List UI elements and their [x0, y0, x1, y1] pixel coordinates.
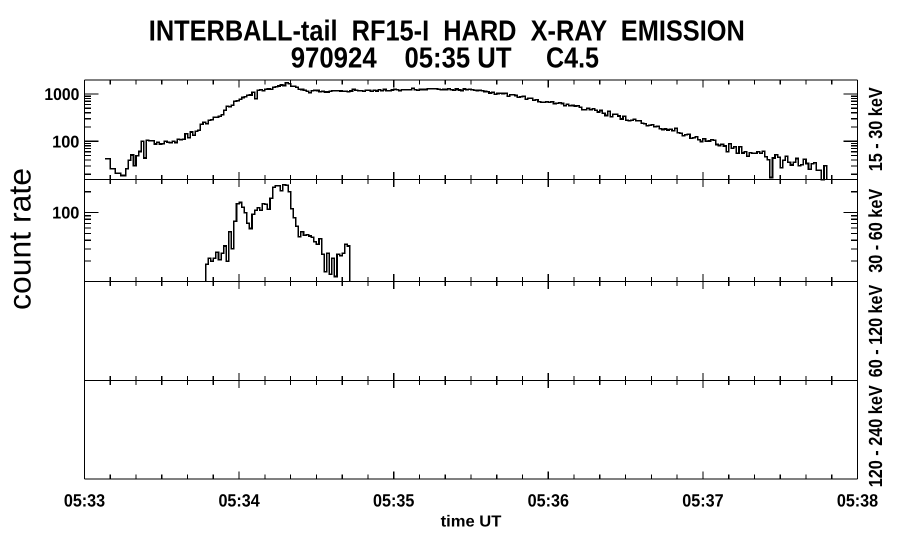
svg-text:60 - 120 keV: 60 - 120 keV: [866, 284, 887, 377]
svg-text:05:35 UT: 05:35 UT: [405, 43, 512, 75]
svg-text:120 - 240 keV: 120 - 240 keV: [866, 385, 887, 487]
svg-text:count rate: count rate: [3, 168, 38, 310]
svg-text:05:34: 05:34: [218, 491, 259, 511]
svg-text:05:38: 05:38: [837, 491, 878, 511]
svg-text:05:37: 05:37: [682, 491, 723, 511]
svg-text:1000: 1000: [44, 85, 79, 104]
svg-text:15 - 30 keV: 15 - 30 keV: [866, 87, 887, 171]
svg-text:100: 100: [52, 204, 79, 223]
svg-text:05:33: 05:33: [64, 491, 105, 511]
svg-text:time UT: time UT: [441, 514, 502, 531]
svg-text:05:36: 05:36: [528, 491, 569, 511]
svg-text:INTERBALL-tail RF15-I HARD: INTERBALL-tail RF15-I HARD X-RAY EMISSIO…: [149, 15, 745, 47]
svg-text:05:35: 05:35: [373, 491, 414, 511]
svg-text:970924: 970924: [291, 43, 377, 75]
svg-text:C4.5: C4.5: [546, 43, 599, 75]
svg-text:100: 100: [52, 132, 79, 151]
svg-text:30 - 60 keV: 30 - 60 keV: [866, 189, 887, 273]
